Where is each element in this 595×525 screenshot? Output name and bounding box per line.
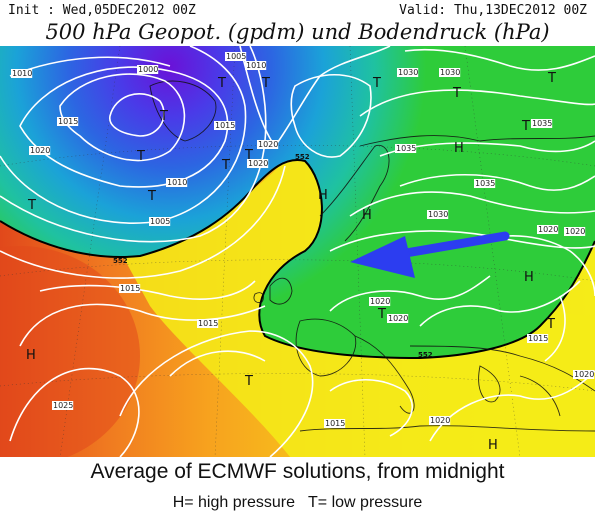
- high-pressure-symbol: H: [318, 188, 328, 203]
- svg-text:1015: 1015: [58, 117, 78, 126]
- svg-text:1020: 1020: [370, 297, 390, 306]
- isobar-label: 1005: [225, 52, 246, 61]
- svg-text:1035: 1035: [475, 179, 495, 188]
- isobar-label: 1010: [245, 61, 266, 70]
- chart-header: Init : Wed,05DEC2012 00Z Valid: Thu,13DE…: [0, 0, 595, 46]
- graticule: [0, 46, 595, 457]
- isobar-label: 1030: [427, 210, 448, 219]
- svg-text:1005: 1005: [226, 52, 246, 61]
- high-pressure-symbol: H: [454, 141, 464, 156]
- caption-line2: H= high pressure T= low pressure: [172, 494, 423, 511]
- isobar-label: 1015: [214, 121, 235, 130]
- low-pressure-symbol: T: [27, 198, 36, 213]
- isobar-label: 1005: [149, 217, 170, 226]
- low-pressure-symbol: T: [217, 76, 226, 91]
- low-pressure-symbol: T: [377, 307, 386, 322]
- isobar-label: 1015: [57, 117, 78, 126]
- contour-label: 552: [418, 351, 433, 359]
- svg-text:1020: 1020: [538, 225, 558, 234]
- isobar-label: 1020: [369, 297, 390, 306]
- svg-text:1000: 1000: [138, 65, 158, 74]
- isobar-label: 1020: [257, 140, 278, 149]
- isobar-label: 1020: [573, 370, 594, 379]
- svg-text:1005: 1005: [150, 217, 170, 226]
- valid-time: Valid: Thu,13DEC2012 00Z: [399, 3, 587, 18]
- low-pressure-symbol: T: [221, 158, 230, 173]
- low-pressure-symbol: T: [547, 71, 556, 86]
- isobar-label: 1015: [119, 284, 140, 293]
- coastlines: [149, 80, 595, 432]
- contour-label: 552: [295, 153, 310, 161]
- low-pressure-symbol: T: [261, 76, 270, 91]
- high-pressure-symbol: H: [524, 270, 534, 285]
- low-pressure-symbol: T: [244, 148, 253, 163]
- contour-labels: 552 552 552: [113, 153, 433, 359]
- red-region: [0, 246, 140, 457]
- svg-text:1010: 1010: [167, 178, 187, 187]
- isobar-label: 1030: [439, 68, 460, 77]
- svg-text:1015: 1015: [528, 334, 548, 343]
- isobar-label: 1020: [29, 146, 50, 155]
- init-time: Init : Wed,05DEC2012 00Z: [8, 3, 196, 18]
- isobar-label: 1010: [166, 178, 187, 187]
- svg-text:1020: 1020: [388, 314, 408, 323]
- low-pressure-symbol: T: [136, 149, 145, 164]
- isobar-label: 1025: [52, 401, 73, 410]
- low-pressure-symbol: T: [546, 317, 555, 332]
- svg-text:1020: 1020: [565, 227, 585, 236]
- isobar-label: 1015: [527, 334, 548, 343]
- isobar-label: 1035: [474, 179, 495, 188]
- svg-text:1025: 1025: [53, 401, 73, 410]
- low-pressure-symbol: T: [159, 109, 168, 124]
- svg-text:1020: 1020: [248, 159, 268, 168]
- contour-552: [0, 159, 595, 360]
- low-pressure-symbol: T: [147, 189, 156, 204]
- low-pressure-symbol: T: [452, 86, 461, 101]
- isobar-label: 1015: [324, 419, 345, 428]
- svg-text:1010: 1010: [12, 69, 32, 78]
- svg-text:1015: 1015: [120, 284, 140, 293]
- map-title: 500 hPa Geopot. (gpdm) und Bodendruck (h…: [45, 20, 550, 44]
- svg-text:1030: 1030: [428, 210, 448, 219]
- low-pressure-symbol: T: [244, 374, 253, 389]
- high-pressure-symbol: H: [488, 438, 498, 453]
- high-pressure-symbol: H: [362, 208, 372, 223]
- isobar-label: 1020: [247, 159, 268, 168]
- isobar-label: 1020: [564, 227, 585, 236]
- high-pressure-symbol: H: [26, 348, 36, 363]
- svg-text:1035: 1035: [396, 144, 416, 153]
- svg-text:1020: 1020: [30, 146, 50, 155]
- isobar-label: 1000: [137, 65, 158, 74]
- svg-text:1035: 1035: [532, 119, 552, 128]
- svg-text:1020: 1020: [430, 416, 450, 425]
- low-pressure-symbol: T: [521, 119, 530, 134]
- blue-arrow: [350, 231, 510, 278]
- isobar-label: 1030: [397, 68, 418, 77]
- isobars: [0, 46, 595, 457]
- svg-text:1030: 1030: [398, 68, 418, 77]
- low-pressure-symbol: T: [372, 76, 381, 91]
- isobar-label: 1035: [531, 119, 552, 128]
- isobar-label: 1020: [429, 416, 450, 425]
- isobar-label: 1035: [395, 144, 416, 153]
- isobar-label: 1010: [11, 69, 32, 78]
- caption-line1: Average of ECMWF solutions, from midnigh…: [90, 460, 505, 483]
- cold-air-region: [0, 46, 595, 358]
- svg-text:1010: 1010: [246, 61, 266, 70]
- isobar-label: 1015: [197, 319, 218, 328]
- isobar-label: 1020: [387, 314, 408, 323]
- svg-text:1015: 1015: [215, 121, 235, 130]
- svg-text:1030: 1030: [440, 68, 460, 77]
- svg-text:1015: 1015: [325, 419, 345, 428]
- contour-label: 552: [113, 257, 128, 265]
- svg-text:1020: 1020: [258, 140, 278, 149]
- svg-text:1020: 1020: [574, 370, 594, 379]
- svg-text:1015: 1015: [198, 319, 218, 328]
- isobar-label: 1020: [537, 225, 558, 234]
